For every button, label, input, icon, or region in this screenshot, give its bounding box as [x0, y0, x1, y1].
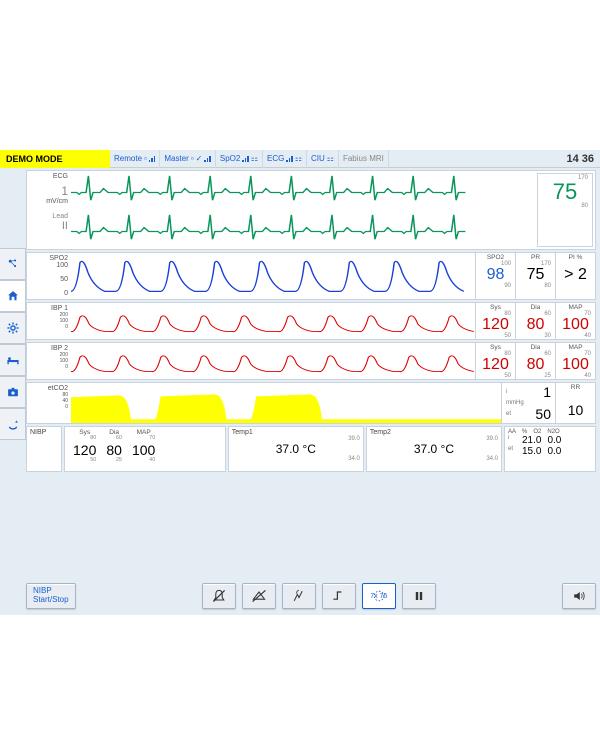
ecg-hr: 170 75 80 [535, 171, 595, 249]
chip-device[interactable]: Fabius MRI [339, 150, 389, 168]
chip-ciu[interactable]: CIU ⚏ [307, 150, 339, 168]
export-icon[interactable] [0, 408, 26, 440]
etco2-waveform [71, 383, 501, 423]
etco2-row[interactable]: etCO280400 i1 mmHg et50 RR10 [26, 382, 596, 424]
interval-button[interactable]: 7x 75 [362, 583, 396, 609]
home-icon[interactable] [0, 280, 26, 312]
temp2-card[interactable]: Temp2 39.0 37.0 °C 34.0 [366, 426, 502, 472]
alarm-silence-button[interactable] [202, 583, 236, 609]
pause-button[interactable] [402, 583, 436, 609]
chip-remote[interactable]: Remote ▫ [110, 150, 160, 168]
chip-ecg[interactable]: ECG ⚏ [263, 150, 307, 168]
status-chips: Remote ▫ Master ▫ ✓ SpO2 ⚏ ECG ⚏ CIU ⚏ F… [110, 150, 560, 168]
ibp1-waveform [71, 303, 475, 339]
top-bar: DEMO MODE Remote ▫ Master ▫ ✓ SpO2 ⚏ ECG… [0, 150, 600, 168]
ecg-row[interactable]: ECG 1 mV/cm Lead II 170 75 80 [26, 170, 596, 250]
gear-icon[interactable] [0, 312, 26, 344]
ibp2-row[interactable]: IBP 22001000 Sys8012050 Dia608025 MAP701… [26, 342, 596, 380]
chip-spo2[interactable]: SpO2 ⚏ [216, 150, 263, 168]
main-area: ECG 1 mV/cm Lead II 170 75 80 [26, 168, 596, 577]
nibp-label: NIBP [26, 426, 62, 472]
sidebar [0, 168, 26, 615]
bottom-toolbar: NIBP Start/Stop 7x 75 [26, 581, 596, 611]
case-icon[interactable] [0, 376, 26, 408]
alarm-config-button[interactable] [282, 583, 316, 609]
ibp1-row[interactable]: IBP 12001000 Sys8012050 Dia608030 MAP701… [26, 302, 596, 340]
gas-card[interactable]: AA%O2N2O i21.00.0 et15.00.0 [504, 426, 596, 472]
nibp-start-stop-button[interactable]: NIBP Start/Stop [26, 583, 76, 609]
volume-button[interactable] [562, 583, 596, 609]
pulse-button[interactable] [322, 583, 356, 609]
alarm-off-button[interactable] [242, 583, 276, 609]
spo2-waveform [71, 253, 475, 299]
ibp2-waveform [71, 343, 475, 379]
temp1-card[interactable]: Temp1 39.0 37.0 °C 34.0 [228, 426, 364, 472]
nibp-card[interactable]: Sys8012050 Dia608025 MAP7010040 [64, 426, 226, 472]
spo2-row[interactable]: SPO2 100 50 0 SPO21009890 PR1707580 PI %… [26, 252, 596, 300]
chip-master[interactable]: Master ▫ ✓ [160, 150, 216, 168]
demo-mode-label: DEMO MODE [0, 150, 110, 168]
ecg-waveform [71, 171, 535, 249]
patient-icon[interactable] [0, 248, 26, 280]
bed-icon[interactable] [0, 344, 26, 376]
ecg-label-col: ECG 1 mV/cm Lead II [27, 171, 71, 249]
clock: 14 36 [560, 153, 600, 165]
bottom-strip: NIBP Sys8012050 Dia608025 MAP7010040 Tem… [26, 426, 596, 472]
